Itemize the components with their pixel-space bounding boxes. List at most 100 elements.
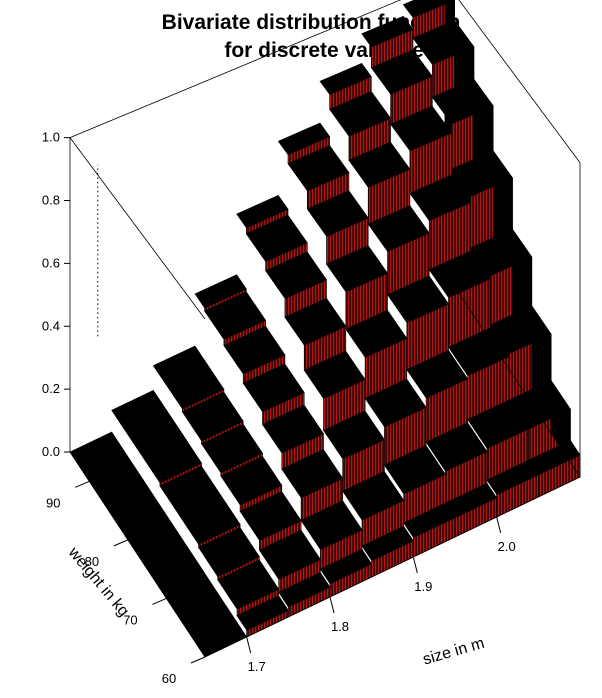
step-top-face <box>178 494 241 545</box>
surface-cell <box>319 63 372 110</box>
step-top-face <box>306 190 369 237</box>
surface-cell <box>448 327 510 421</box>
y-tick-mark <box>113 539 129 547</box>
step-top-face <box>383 445 446 495</box>
surface-cell <box>284 297 347 371</box>
step-top-face <box>402 0 456 18</box>
z-tick-label: 0.0 <box>42 444 60 459</box>
step-top-face <box>198 527 260 577</box>
surface-cell <box>329 91 392 161</box>
step-top-face <box>284 297 347 346</box>
z-axis: 0.0 0.2 0.4 0.6 0.8 1.0 <box>42 130 70 459</box>
box-front-edge-1 <box>69 451 206 658</box>
step-top-face <box>425 422 488 472</box>
surface-cell <box>162 360 225 413</box>
box-back-edge-1 <box>69 0 402 139</box>
box-front-edge-0 <box>204 476 581 658</box>
step-top-face <box>370 49 433 95</box>
surface-cell <box>390 105 452 194</box>
step-top-face <box>201 423 263 474</box>
surface-cell <box>367 205 430 296</box>
step-top-face <box>194 274 247 309</box>
z-tick-label: 1.0 <box>42 130 60 145</box>
step-top-face <box>281 449 344 499</box>
y-tick-mark <box>152 597 167 605</box>
step-top-face <box>406 350 469 399</box>
y-axis: 60 70 80 90 <box>46 480 206 686</box>
y-tick-mark <box>75 480 90 488</box>
step-top-face <box>223 325 286 375</box>
y-tick-label: 60 <box>162 671 176 686</box>
y-tick-label: 90 <box>46 495 60 510</box>
step-top-face <box>329 91 392 137</box>
step-top-face <box>364 378 427 428</box>
x-tick-label: 1.9 <box>414 579 432 594</box>
step-top-face <box>303 350 366 399</box>
step-top-face <box>262 404 324 454</box>
step-top-face <box>204 291 267 340</box>
x-tick-label: 2.0 <box>498 539 516 554</box>
x-axis-title: size in m <box>421 635 486 669</box>
step-top-face <box>258 529 321 580</box>
z-tick-label: 0.4 <box>42 318 60 333</box>
step-top-face <box>319 63 372 95</box>
z-tick-label: 0.8 <box>42 193 60 208</box>
x-tick-mark <box>246 636 252 654</box>
step-top-face <box>448 327 510 376</box>
x-tick-mark <box>412 556 418 574</box>
x-tick-label: 1.7 <box>248 659 266 674</box>
step-top-face <box>242 363 305 413</box>
x-tick-label: 1.8 <box>331 619 349 634</box>
step-top-face <box>220 455 283 506</box>
step-top-face <box>387 275 449 323</box>
step-top-face <box>277 122 331 155</box>
step-top-face <box>323 410 385 460</box>
surface-cell <box>406 350 469 443</box>
step-top-face <box>245 214 308 262</box>
surface-cell <box>508 379 571 464</box>
step-top-face <box>239 491 302 541</box>
box-front-frame <box>69 162 581 658</box>
step-top-face <box>345 309 408 358</box>
step-top-face <box>300 500 363 550</box>
step-top-face <box>140 433 202 484</box>
surface-cell <box>303 350 366 431</box>
surface-cell <box>194 274 247 312</box>
box-back-edge-3 <box>69 137 206 320</box>
step-top-face <box>390 105 452 152</box>
cdf-surface <box>69 0 581 658</box>
step-top-face <box>342 471 405 521</box>
box-front-edge-2 <box>444 271 581 478</box>
y-tick-mark <box>190 656 206 664</box>
step-top-face <box>181 391 244 442</box>
surface-cell <box>204 291 267 347</box>
step-top-face <box>409 174 472 221</box>
x-tick-mark <box>329 596 335 614</box>
z-tick-label: 0.6 <box>42 255 60 270</box>
step-top-face <box>265 251 327 299</box>
step-top-face <box>361 15 414 48</box>
surface-cell <box>140 433 202 487</box>
surface-cell <box>236 195 289 235</box>
step-top-face <box>162 360 225 410</box>
surface-cell <box>198 527 260 581</box>
surface-cell <box>277 122 331 165</box>
x-axis: 1.7 1.8 1.9 2.0 <box>246 516 516 674</box>
y-tick-label: 80 <box>85 554 99 569</box>
step-top-face <box>348 141 411 188</box>
surface-cell <box>245 214 308 272</box>
step-top-face <box>236 195 289 229</box>
y-tick-label: 70 <box>123 612 137 627</box>
step-top-face <box>367 205 430 252</box>
step-top-face <box>428 250 491 298</box>
surface-cell <box>281 449 344 522</box>
box-back-edge-4 <box>458 0 581 163</box>
surface-cell <box>470 228 533 405</box>
z-tick-label: 0.2 <box>42 381 60 396</box>
step-top-face <box>217 559 280 610</box>
x-tick-mark <box>496 516 502 534</box>
surface-cell <box>383 445 446 524</box>
step-top-face <box>287 145 350 192</box>
step-top-face <box>326 245 388 293</box>
